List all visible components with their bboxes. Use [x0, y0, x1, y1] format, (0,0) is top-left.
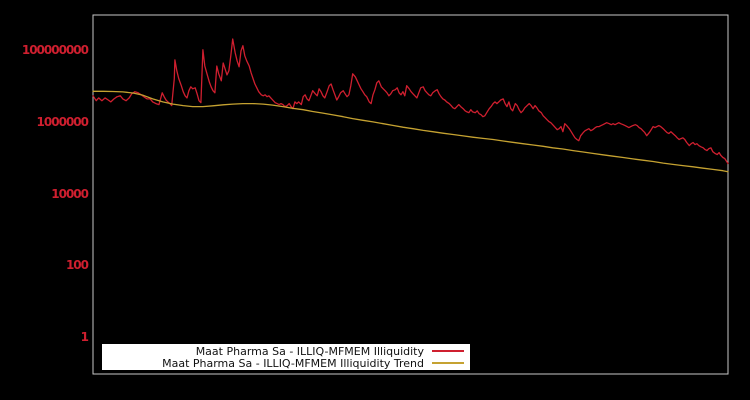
- legend-label: Maat Pharma Sa - ILLIQ-MFMEM Illiquidity…: [162, 356, 424, 370]
- y-axis-tick-label: 10000: [51, 186, 89, 201]
- legend-item-illiquidity-trend: Maat Pharma Sa - ILLIQ-MFMEM Illiquidity…: [102, 356, 470, 370]
- y-axis-tick-label: 1000000: [36, 114, 89, 129]
- legend-line-sample-trend: [432, 362, 464, 364]
- y-axis-tick-label: 100: [65, 258, 89, 273]
- illiquidity-trend-line-series: [92, 90, 729, 173]
- legend: Maat Pharma Sa - ILLIQ-MFMEM Illiquidity…: [102, 344, 470, 370]
- legend-line-sample-illiquidity: [432, 350, 464, 352]
- y-axis-tick-label: 1: [80, 330, 89, 345]
- illiquidity-line-series: [92, 38, 729, 165]
- legend-label: Maat Pharma Sa - ILLIQ-MFMEM Illiquidity: [195, 344, 424, 358]
- y-axis-tick-label: 100000000: [21, 42, 89, 57]
- plot-frame: [92, 14, 729, 375]
- legend-item-illiquidity: Maat Pharma Sa - ILLIQ-MFMEM Illiquidity: [102, 344, 470, 358]
